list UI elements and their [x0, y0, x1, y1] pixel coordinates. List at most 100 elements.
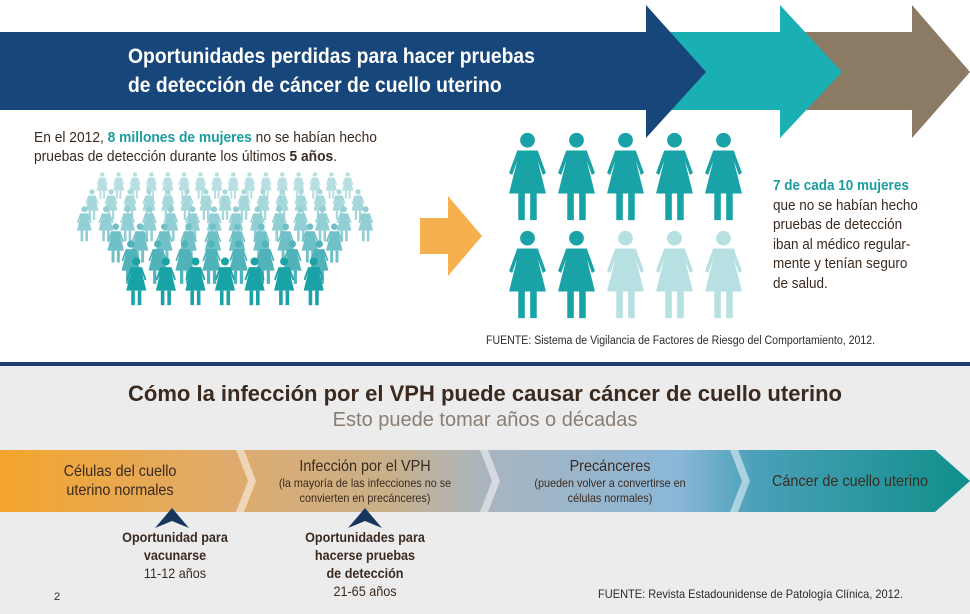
ratio-line: pruebas de detección [773, 216, 903, 233]
marker-arrow-icon [348, 508, 382, 528]
woman-icon [162, 172, 174, 199]
stage-label: Células del cuello uterino normales [63, 463, 177, 499]
woman-icon [309, 172, 321, 199]
woman-icon [315, 206, 330, 242]
woman-icon [113, 172, 125, 199]
woman-icon [656, 132, 693, 221]
opp-line: hacerse pruebas [314, 547, 416, 563]
woman-icon [229, 240, 248, 284]
woman-icon [607, 230, 644, 319]
ratio-highlight: 7 de cada 10 mujeres [773, 177, 909, 194]
intro-bold: 5 años [289, 148, 334, 165]
opp-ages: 21-65 años [333, 583, 397, 599]
woman-icon [358, 206, 374, 242]
stage-label: Cáncer de cuello uterino [771, 472, 929, 490]
woman-icon [214, 257, 236, 306]
woman-icon [126, 257, 147, 306]
source-note: FUENTE: Sistema de Vigilancia de Factore… [486, 335, 876, 347]
woman-icon [509, 230, 546, 319]
woman-icon [705, 132, 742, 221]
stage-hpv: Infección por el VPH (la mayoría de las i… [262, 450, 469, 512]
title-line-2: de detección de cáncer de cuello uterino [128, 74, 502, 97]
stage-label: Precánceres [569, 457, 651, 475]
woman-icon [199, 189, 213, 220]
opp-line: vacunarse [143, 547, 207, 563]
woman-icon [244, 257, 265, 306]
intro-part: En el 2012, [34, 129, 108, 146]
banner-arrows [0, 5, 970, 138]
woman-icon [326, 223, 343, 263]
intro-text: En el 2012, 8 millones de mujeres no se … [34, 128, 377, 166]
opp-line: Oportunidad para [122, 529, 228, 545]
woman-icon [194, 172, 207, 199]
woman-icon [325, 172, 337, 199]
page-title: Oportunidades perdidas para hacer prueba… [128, 42, 535, 100]
woman-icon [218, 189, 232, 220]
woman-icon [351, 189, 365, 220]
woman-icon [293, 206, 309, 242]
woman-icon [558, 132, 595, 221]
woman-icon [260, 172, 272, 199]
woman-icon [98, 206, 114, 242]
navy-arrow [0, 5, 706, 138]
chevron-divider [236, 450, 256, 512]
woman-icon [342, 172, 354, 199]
stage-note: (pueden volver a convertirse en células … [534, 475, 686, 505]
stage-note: (la mayoría de las infecciones no se con… [278, 475, 452, 505]
intro-part: no se habían hecho [251, 129, 377, 146]
intro-part: pruebas de detección durante los últimos [34, 148, 290, 165]
woman-icon [107, 223, 124, 263]
woman-icon [185, 257, 206, 306]
page-number: 2 [54, 591, 61, 603]
woman-icon [85, 189, 99, 220]
woman-icon [227, 172, 239, 199]
section-subtitle: Esto puede tomar años o décadas [332, 409, 638, 431]
section-title: Cómo la infección por el VPH puede causa… [128, 381, 842, 406]
opp-line: de detección [326, 565, 404, 581]
crowd-illustration [76, 172, 374, 306]
chevron-divider [730, 450, 750, 512]
intro-highlight: 8 millones de mujeres [107, 129, 252, 146]
woman-icon [180, 189, 194, 220]
woman-icon [558, 230, 595, 319]
ratio-line: mente y tenían seguro [773, 255, 908, 272]
woman-icon [178, 172, 190, 199]
chevron-divider [480, 450, 500, 512]
woman-icon [293, 172, 305, 199]
woman-icon [656, 230, 693, 319]
woman-icon [276, 172, 288, 199]
teal-arrow [670, 5, 842, 138]
ratio-text: 7 de cada 10 mujeres que no se habían he… [773, 176, 918, 293]
woman-icon [303, 257, 324, 306]
woman-icon [129, 172, 141, 199]
ratio-illustration [509, 132, 742, 319]
woman-icon [141, 206, 157, 242]
woman-icon [211, 172, 223, 199]
woman-icon [274, 257, 295, 306]
woman-icon [509, 132, 546, 221]
woman-icon [155, 257, 176, 306]
woman-icon [145, 172, 157, 199]
woman-icon [332, 189, 346, 220]
ratio-line: de salud. [773, 274, 828, 292]
vaccine-opportunity: Oportunidad para vacunarse 11-12 años [103, 528, 247, 582]
orange-arrow-icon [420, 196, 482, 276]
woman-icon [243, 172, 256, 199]
marker-arrow-icon [155, 508, 189, 528]
source-note: FUENTE: Revista Estadounidense de Patolo… [598, 587, 904, 601]
ratio-line: iban al médico regular- [773, 235, 911, 253]
screening-opportunity: Oportunidades para hacerse pruebas de de… [289, 528, 442, 600]
opp-ages: 11-12 años [143, 565, 207, 581]
woman-icon [705, 230, 742, 319]
woman-icon [76, 206, 92, 242]
woman-icon [336, 206, 352, 242]
woman-icon [120, 206, 135, 242]
ratio-line: que no se habían hecho [773, 196, 918, 214]
progression-band [0, 450, 970, 512]
brown-arrow [790, 5, 970, 138]
stage-label: Infección por el VPH [299, 457, 431, 475]
woman-icon [96, 172, 108, 199]
title-line-1: Oportunidades perdidas para hacer prueba… [128, 45, 535, 68]
woman-icon [607, 132, 644, 221]
opp-line: Oportunidades para [305, 529, 425, 545]
